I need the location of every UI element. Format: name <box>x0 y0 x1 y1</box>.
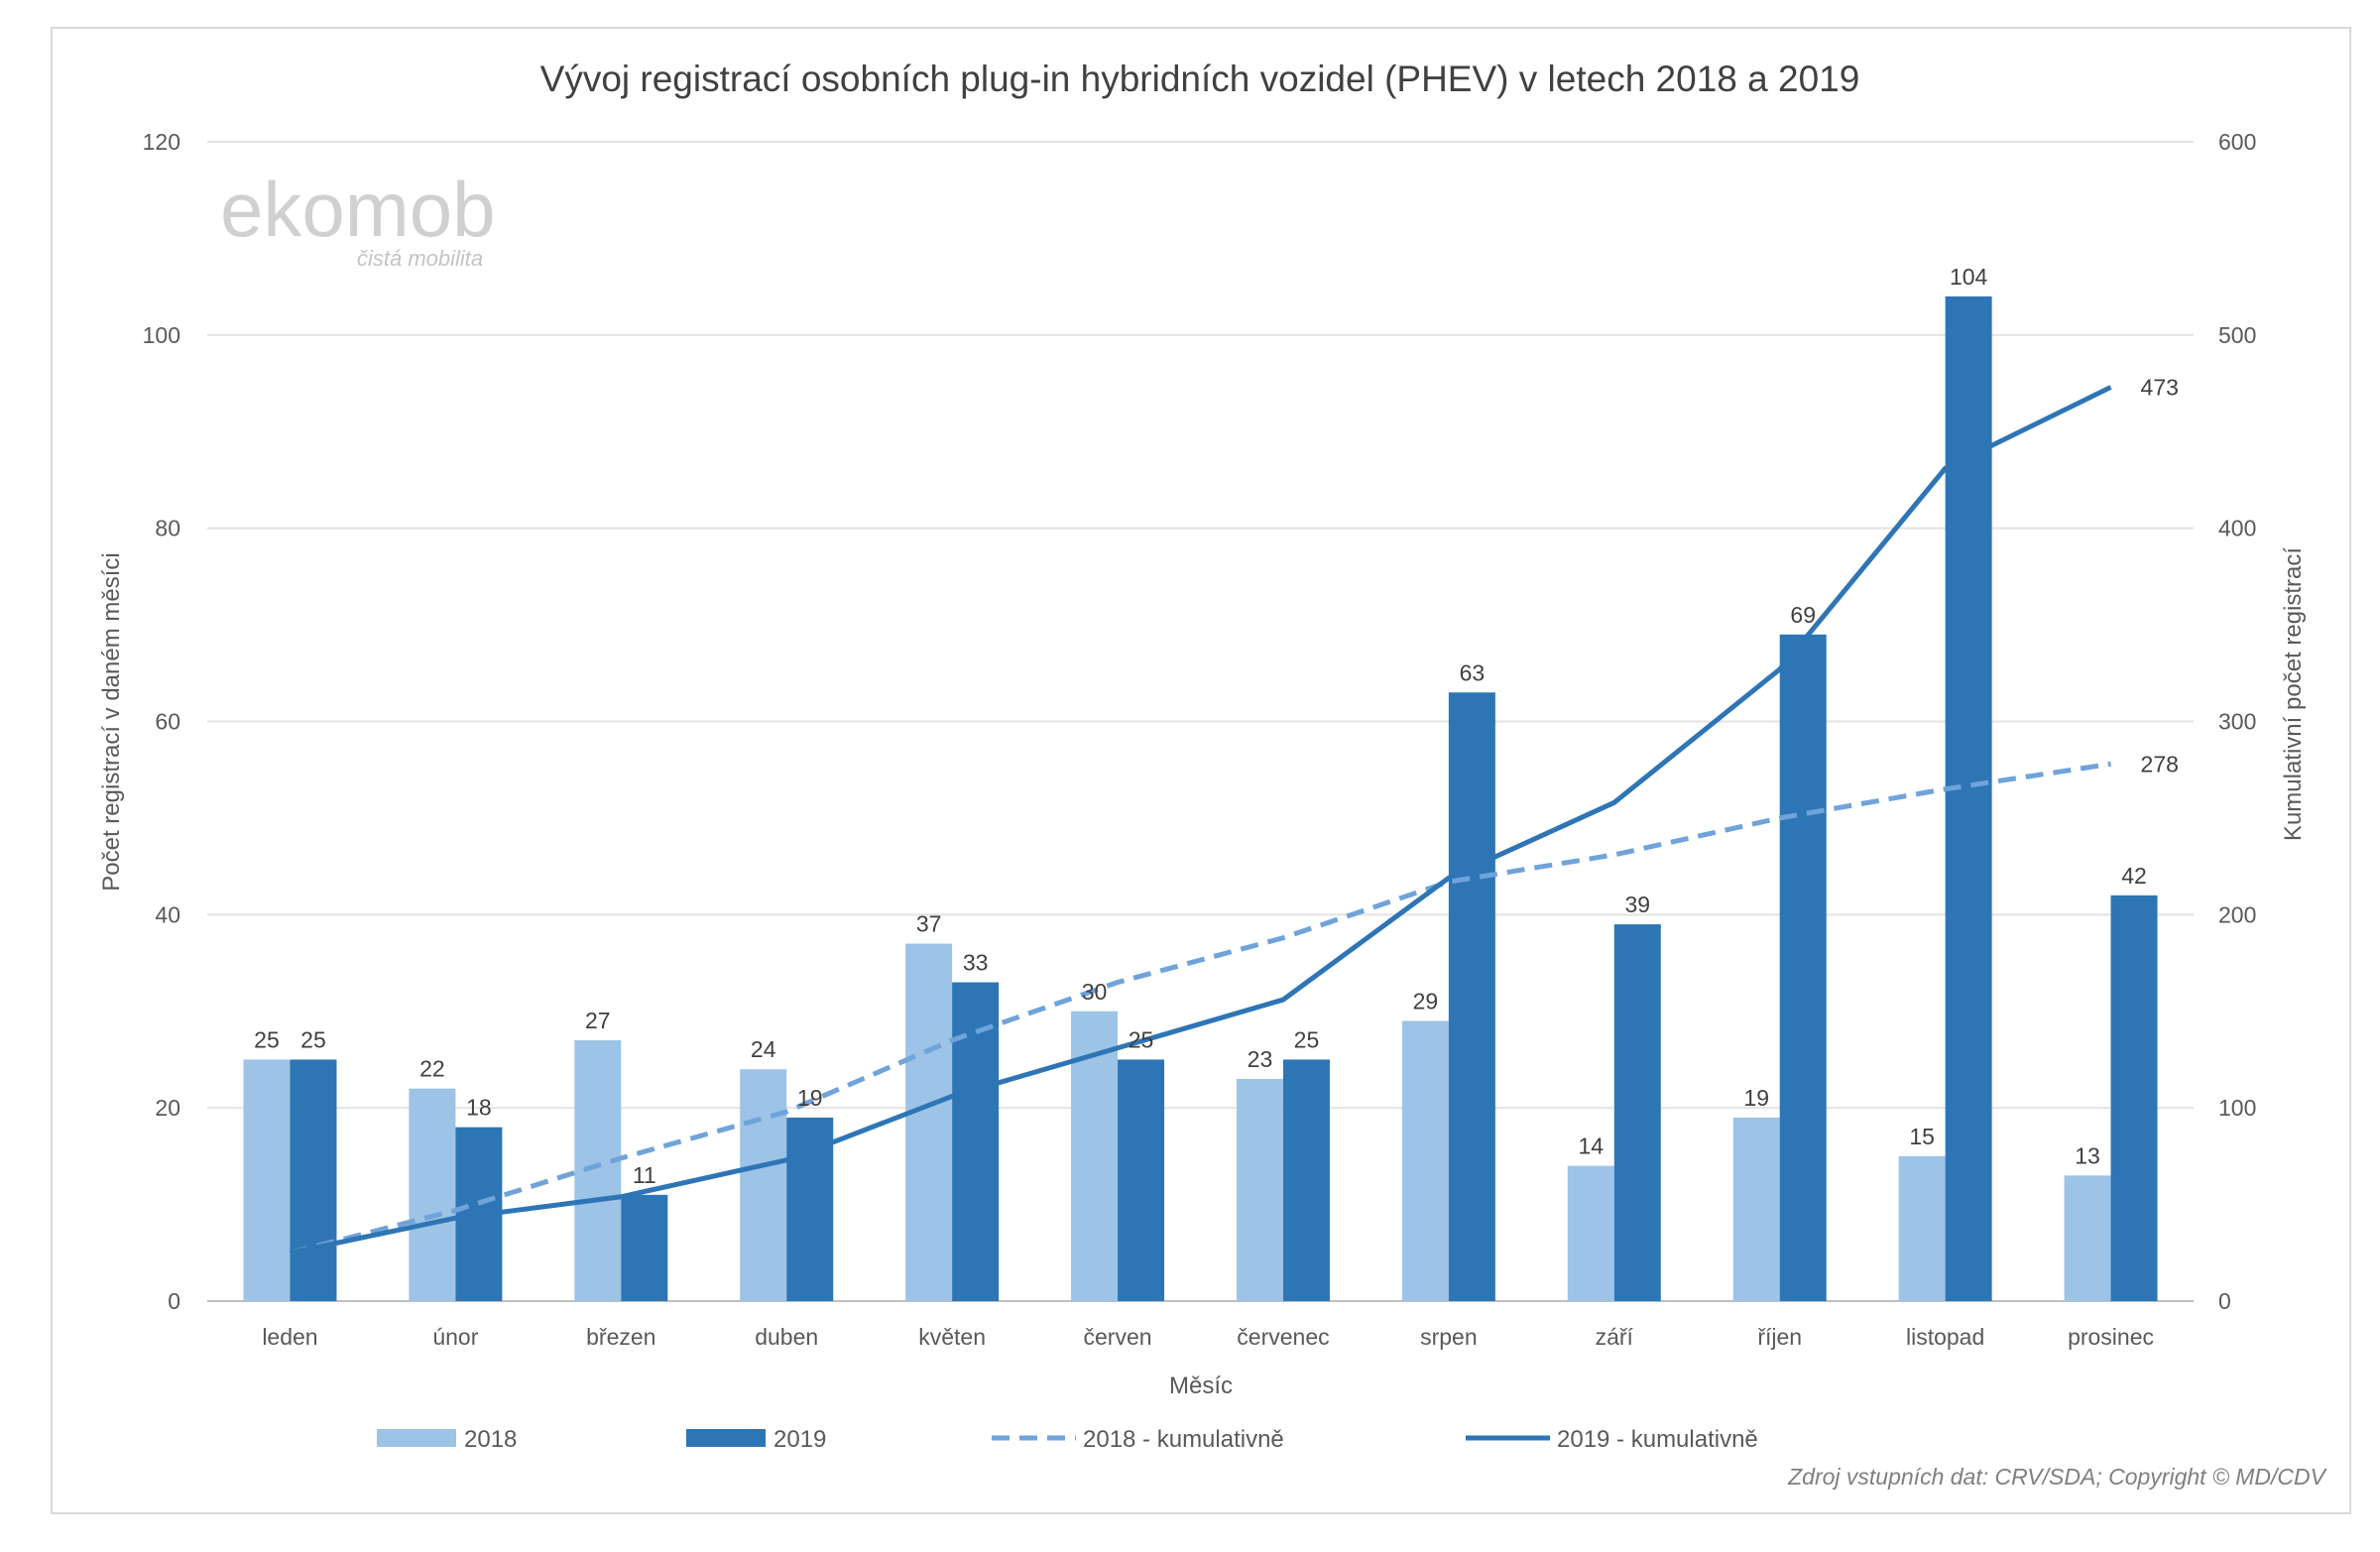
bar-2018 <box>1567 1165 1614 1301</box>
x-tick-label: květen <box>918 1324 986 1350</box>
logo: ekomob čistá mobilita <box>220 166 496 271</box>
bar-2018 <box>1236 1078 1283 1301</box>
source-note: Zdroj vstupních dat: CRV/SDA; Copyright … <box>1787 1464 2328 1490</box>
data-label-2019: 18 <box>466 1095 492 1121</box>
bar-2019 <box>1613 924 1661 1301</box>
y2-tick-label: 500 <box>2218 322 2256 348</box>
bar-2019 <box>2110 895 2158 1301</box>
data-label-2019: 25 <box>1294 1026 1320 1052</box>
bar-2019 <box>1282 1059 1330 1301</box>
svg-text:čistá mobilita: čistá mobilita <box>357 246 483 271</box>
bar-2018 <box>1898 1155 1946 1301</box>
bar-2018 <box>740 1069 787 1301</box>
data-label-2019: 39 <box>1624 892 1650 917</box>
x-tick-label: prosinec <box>2068 1324 2154 1350</box>
bar-2019 <box>290 1059 337 1301</box>
y-tick-label: 80 <box>155 516 180 541</box>
x-tick-label: duben <box>755 1324 818 1350</box>
y2-tick-label: 400 <box>2218 516 2256 541</box>
chart-title: Vývoj registrací osobních plug-in hybrid… <box>540 59 1860 99</box>
bar-2018 <box>1732 1117 1780 1301</box>
data-label-2018: 23 <box>1248 1046 1273 1072</box>
data-label-2018: 14 <box>1578 1134 1604 1159</box>
data-label-2018: 29 <box>1413 988 1439 1014</box>
x-tick-label: říjen <box>1757 1324 1802 1350</box>
line-2019-kumulativně <box>289 385 2112 1255</box>
data-label-2018: 27 <box>585 1008 611 1033</box>
data-label-2019: 42 <box>2121 863 2147 889</box>
legend-label: 2019 <box>774 1426 826 1453</box>
end-label: 278 <box>2141 751 2179 776</box>
y2-tick-label: 0 <box>2218 1288 2231 1314</box>
y-tick-label: 20 <box>155 1095 180 1121</box>
y2-axis-title: Kumulativní počet registrací <box>2280 547 2307 841</box>
y-tick-label: 120 <box>143 129 180 155</box>
line-2018-kumulativně <box>289 761 2111 1255</box>
svg-text:ekomob: ekomob <box>220 166 496 253</box>
x-tick-label: listopad <box>1906 1324 1984 1350</box>
bar-2018 <box>905 943 953 1301</box>
bar-2019 <box>786 1117 834 1301</box>
data-label-2018: 15 <box>1909 1124 1935 1149</box>
bar-2019 <box>1779 634 1827 1301</box>
y-tick-label: 60 <box>155 709 180 735</box>
y2-tick-label: 600 <box>2218 129 2256 155</box>
data-label-2018: 37 <box>916 911 942 937</box>
y-axis-title: Počet registrací v daném měsíci <box>98 552 125 891</box>
legend-label: 2019 - kumulativně <box>1557 1426 1758 1453</box>
legend-swatch <box>686 1429 766 1447</box>
legend-label: 2018 - kumulativně <box>1083 1426 1284 1453</box>
data-label-2019: 104 <box>1950 264 1988 290</box>
data-label-2019: 63 <box>1460 659 1486 685</box>
x-tick-label: březen <box>586 1324 655 1350</box>
x-tick-label: leden <box>262 1324 317 1350</box>
data-label-2019: 19 <box>797 1085 823 1111</box>
x-tick-label: září <box>1596 1324 1634 1350</box>
end-label: 473 <box>2141 374 2179 400</box>
y-tick-label: 40 <box>155 901 180 927</box>
bar-2018 <box>2064 1175 2111 1301</box>
y2-tick-label: 300 <box>2218 709 2256 735</box>
bar-2018 <box>409 1088 456 1301</box>
data-label-2019: 69 <box>1790 602 1816 628</box>
y2-tick-label: 100 <box>2218 1095 2256 1121</box>
legend-swatch <box>377 1429 456 1447</box>
data-label-2019: 11 <box>633 1162 656 1188</box>
x-axis-title: Měsíc <box>1169 1373 1233 1399</box>
y-tick-label: 100 <box>143 322 180 348</box>
data-label-2019: 33 <box>963 950 989 976</box>
x-tick-label: únor <box>432 1324 478 1350</box>
bar-2019 <box>1448 692 1495 1301</box>
legend: 2018 2019 2018 - kumulativně 2019 - kumulat… <box>377 1426 1758 1453</box>
data-label-2018: 30 <box>1082 979 1108 1005</box>
x-tick-label: srpen <box>1420 1324 1478 1350</box>
data-label-2018: 25 <box>254 1026 280 1052</box>
bar-2018 <box>1401 1020 1449 1301</box>
y2-tick-label: 200 <box>2218 901 2256 927</box>
data-label-2019: 25 <box>300 1026 326 1052</box>
data-label-2019: 25 <box>1129 1026 1154 1052</box>
legend-label: 2018 <box>464 1426 517 1453</box>
bar-2019 <box>1118 1059 1165 1301</box>
bar-2018 <box>243 1059 291 1301</box>
x-tick-label: červen <box>1084 1324 1152 1350</box>
bar-2019 <box>621 1194 668 1301</box>
y-tick-label: 0 <box>168 1288 180 1314</box>
data-label-2018: 22 <box>419 1056 445 1082</box>
data-label-2018: 13 <box>2075 1142 2100 1168</box>
x-tick-label: červenec <box>1237 1324 1329 1350</box>
data-label-2018: 24 <box>751 1036 776 1062</box>
bar-2018 <box>574 1039 622 1301</box>
data-label-2018: 19 <box>1743 1085 1769 1111</box>
